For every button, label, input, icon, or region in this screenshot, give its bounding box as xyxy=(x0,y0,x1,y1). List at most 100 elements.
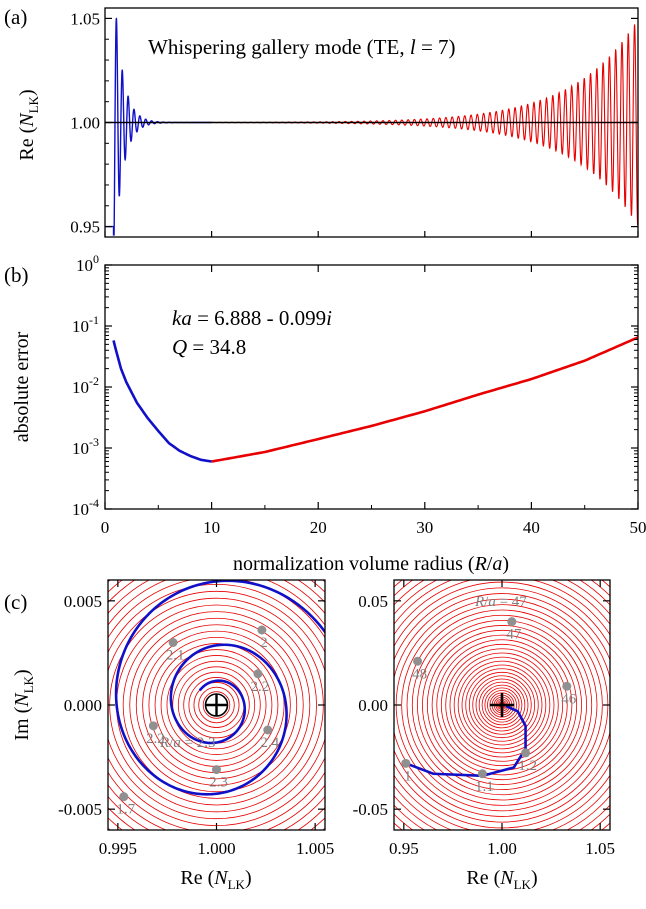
panel-c-right-ticks: 0.95 1.00 1.05 -0.05 0.00 0.05 xyxy=(353,580,615,858)
contour-ring xyxy=(193,682,240,728)
contour-ring xyxy=(416,620,587,791)
panel-b-label: (b) xyxy=(4,263,29,287)
ytick-label: 1.05 xyxy=(70,9,100,28)
contour-ring xyxy=(394,587,610,823)
xtick-label: 50 xyxy=(630,518,646,537)
ytick-label: -0.05 xyxy=(353,800,388,819)
contour-ring xyxy=(394,593,610,817)
panel-c-left: (c) 0.995 1.000 1.005 -0.005 0.000 0.005 1.7 2… xyxy=(4,579,334,892)
contour-ring xyxy=(478,681,526,729)
ytick-base: 10 xyxy=(72,500,89,519)
ytick-label: 10-1 xyxy=(72,313,99,336)
series-blue-line xyxy=(112,340,212,463)
marker-label: 2.2 xyxy=(251,679,270,695)
contour-ring xyxy=(135,624,298,786)
marker-label: 1.7 xyxy=(116,802,135,818)
marker-label: 1 xyxy=(404,768,412,784)
panel-c-left-xlabel: Re (NLK) xyxy=(180,867,251,892)
marker-label: 1.1 xyxy=(475,779,494,795)
contour-ring xyxy=(453,656,551,754)
panel-c-left-ticks: 0.995 1.000 1.005 -0.005 0.000 0.005 xyxy=(58,580,334,858)
panel-c-right-xlabel: Re (NLK) xyxy=(466,867,537,892)
panel-a-lines xyxy=(105,17,638,236)
xtick-label: 1.00 xyxy=(487,839,517,858)
marker-label: 47 xyxy=(506,627,522,643)
contour-ring xyxy=(108,590,325,820)
contour-ring xyxy=(198,686,235,724)
marker-dot xyxy=(562,681,572,691)
ytick-base: 10 xyxy=(72,378,89,397)
marker-dot xyxy=(212,765,221,775)
xtick-label: 30 xyxy=(416,518,433,537)
contour-ring xyxy=(401,604,603,806)
marker-label: 2.3 xyxy=(209,775,228,791)
panel-c-left-ylabel: Im (NLK) xyxy=(11,669,36,740)
contour-ring xyxy=(202,691,231,719)
contour-ring xyxy=(431,634,573,776)
contour-ring xyxy=(422,625,582,785)
contour-ring xyxy=(489,692,515,718)
marker-dot xyxy=(263,725,273,735)
panel-b-frame xyxy=(104,264,639,510)
contour-ring xyxy=(183,671,250,739)
panel-b-q-annotation: Q = 34.8 xyxy=(172,335,246,359)
contour-ring xyxy=(472,675,532,735)
ytick-label: 0.05 xyxy=(358,592,388,611)
panel-c-right: 0.95 1.00 1.05-0.050.000.05 11.11.2484746 … xyxy=(353,579,615,892)
spiral-line xyxy=(405,704,527,778)
xtick-label: 0 xyxy=(101,518,110,537)
contour-ring xyxy=(160,649,273,761)
marker-dot xyxy=(253,669,263,679)
ytick-exponent: -2 xyxy=(89,374,99,388)
contour-ring xyxy=(445,648,559,762)
contour-ring xyxy=(406,609,598,801)
ytick-label: 100 xyxy=(76,252,99,275)
contour-ring xyxy=(461,664,543,746)
panel-a-annotation: Whispering gallery mode (TE, l = 7) xyxy=(148,35,456,59)
contour-ring xyxy=(142,630,291,780)
marker-dot xyxy=(401,758,411,768)
marker-label: 2.1 xyxy=(166,648,185,664)
contour-ring xyxy=(129,617,304,793)
panel-c-left-markers: 1.7 2.1 2 2.2 2.2 2.4 2.3 xyxy=(116,625,280,818)
ytick-base: 10 xyxy=(76,256,93,275)
ytick-label: 0.00 xyxy=(358,696,388,715)
ytick-label: 10-4 xyxy=(72,496,99,519)
marker-label: 1.2 xyxy=(518,758,537,774)
panel-b-ka-annotation: ka = 6.888 - 0.099i xyxy=(172,306,332,330)
marker-label: 2.4 xyxy=(260,735,279,751)
panel-b-xlabel: normalization volume radius (R/a) xyxy=(233,553,509,575)
panel-b-lines xyxy=(112,336,638,463)
marker-dot xyxy=(168,638,178,647)
panel-a-label: (a) xyxy=(4,5,27,29)
panel-a-ticks: 0.95 1.00 1.05 xyxy=(70,9,639,237)
marker-dot xyxy=(413,656,423,666)
contour-ring xyxy=(122,611,311,799)
contour-ring xyxy=(449,652,555,758)
ytick-label: 0.95 xyxy=(70,218,100,237)
ytick-exponent: -3 xyxy=(89,435,99,449)
contour-ring xyxy=(481,684,523,726)
ytick-label: 0.005 xyxy=(64,592,102,611)
panel-b-ylabel: absolute error xyxy=(11,331,33,442)
contour-ring xyxy=(166,655,267,755)
xtick-label: 1.000 xyxy=(197,839,235,858)
panel-c-right-ra-annotation: R/a = 47 xyxy=(474,594,527,610)
marker-dot xyxy=(257,625,267,635)
contour-ring xyxy=(484,687,520,723)
marker-dot xyxy=(477,769,487,779)
ytick-exponent: -4 xyxy=(89,496,99,510)
contour-ring xyxy=(465,668,539,742)
spiral-line xyxy=(114,580,325,796)
marker-dot xyxy=(507,617,517,627)
ytick-label: 10-3 xyxy=(72,435,99,458)
panel-c-right-markers: 1 1.1 1.2 48 47 46 xyxy=(401,617,577,795)
ytick-label: 0.000 xyxy=(64,696,102,715)
panel-c-label: (c) xyxy=(4,590,27,614)
xtick-label: 0.95 xyxy=(389,839,419,858)
contour-ring xyxy=(172,660,261,750)
marker-label: 48 xyxy=(412,666,427,682)
ytick-exponent: -1 xyxy=(89,313,99,327)
